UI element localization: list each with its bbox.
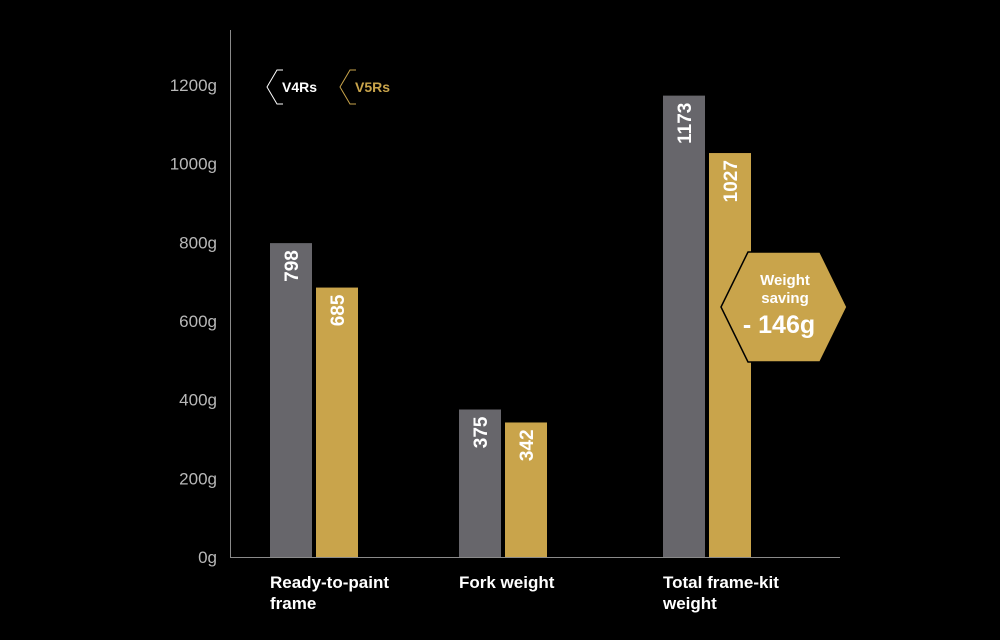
legend: V4Rs V5Rs [266,69,390,105]
weight-saving-badge: Weight saving - 146g [720,251,848,363]
weight-saving-hexagon [720,251,848,363]
bar-v5rs [505,422,547,557]
bars: 798 375 1173 685 342 1027 [270,95,751,558]
category-label: Total frame-kit [663,573,779,592]
category-label: Fork weight [459,573,555,592]
y-tick-label: 400g [179,391,217,410]
weight-saving-label-2: saving [761,290,809,307]
category-label: Ready-to-paint [270,573,389,592]
bar-v4rs [663,95,705,558]
data-label: 1027 [721,160,742,202]
data-label: 798 [282,250,303,282]
y-tick-label: 600g [179,312,217,331]
legend-label-v4rs: V4Rs [282,79,317,95]
y-tick-label: 200g [179,469,217,488]
y-tick-label: 800g [179,233,217,252]
bar-v5rs [316,287,358,557]
category-label: weight [662,594,717,613]
legend-marker-v5rs [339,69,356,105]
data-label: 1173 [675,103,696,144]
legend-marker-v4rs [266,69,283,105]
data-label: 342 [517,429,538,461]
category-labels: Ready-to-paint frame Fork weight Total fram… [270,573,779,613]
data-label: 375 [471,416,492,448]
weight-saving-value: - 146g [743,311,815,339]
y-tick-label: 1000g [170,155,217,174]
y-tick-label: 0g [198,548,217,567]
axes [230,30,840,558]
bar-v4rs [270,243,312,557]
y-tick-labels: 0g 200g 400g 600g 800g 1000g 1200g [170,76,217,567]
data-label: 685 [328,294,349,326]
category-label: frame [270,594,316,613]
y-tick-label: 1200g [170,76,217,95]
weight-saving-label-1: Weight [760,272,810,289]
legend-label-v5rs: V5Rs [355,79,390,95]
bar-v4rs [459,409,501,557]
